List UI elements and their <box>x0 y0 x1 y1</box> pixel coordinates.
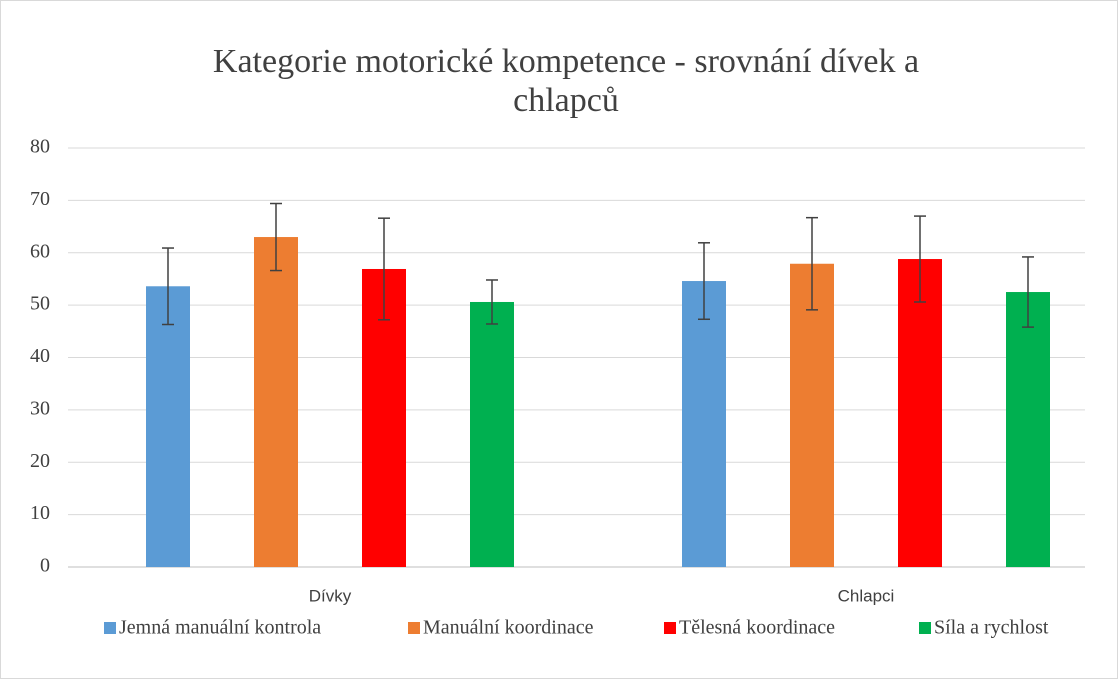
legend-label: Jemná manuální kontrola <box>119 617 321 639</box>
error-bar <box>698 242 710 321</box>
y-tick-label: 10 <box>30 502 50 524</box>
bar <box>790 263 834 567</box>
bar <box>1006 292 1050 567</box>
error-bar <box>1022 256 1034 328</box>
y-tick-label: 40 <box>30 345 50 367</box>
x-tick-label: Chlapci <box>838 586 895 605</box>
y-tick-label: 70 <box>30 188 50 210</box>
legend-label: Manuální koordinace <box>423 617 594 639</box>
y-tick-label: 0 <box>40 555 50 577</box>
x-tick-label: Dívky <box>309 586 352 605</box>
error-bar <box>806 216 818 311</box>
error-bar <box>270 202 282 272</box>
y-tick-label: 60 <box>30 240 50 262</box>
error-bar <box>486 279 498 325</box>
legend-swatch <box>664 622 676 634</box>
legend-label: Síla a rychlost <box>934 617 1049 639</box>
legend-label: Tělesná koordinace <box>679 617 835 639</box>
y-tick-label: 50 <box>30 293 50 315</box>
bar <box>470 301 514 567</box>
legend-swatch <box>919 622 931 634</box>
bar <box>898 259 942 567</box>
y-tick-label: 30 <box>30 397 50 419</box>
error-bar <box>162 247 174 326</box>
y-tick-label: 80 <box>30 136 50 158</box>
bar <box>146 286 190 567</box>
error-bar <box>378 217 390 321</box>
bar <box>682 281 726 567</box>
error-bar <box>914 215 926 303</box>
legend-swatch <box>408 622 420 634</box>
bar <box>254 237 298 567</box>
y-tick-label: 20 <box>30 450 50 472</box>
chart-title: Kategorie motorické kompetence - srovnán… <box>213 43 919 119</box>
legend-swatch <box>104 622 116 634</box>
